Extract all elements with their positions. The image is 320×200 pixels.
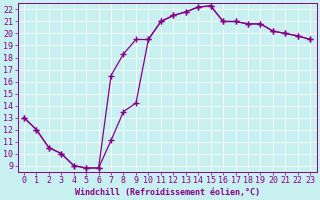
- X-axis label: Windchill (Refroidissement éolien,°C): Windchill (Refroidissement éolien,°C): [75, 188, 260, 197]
